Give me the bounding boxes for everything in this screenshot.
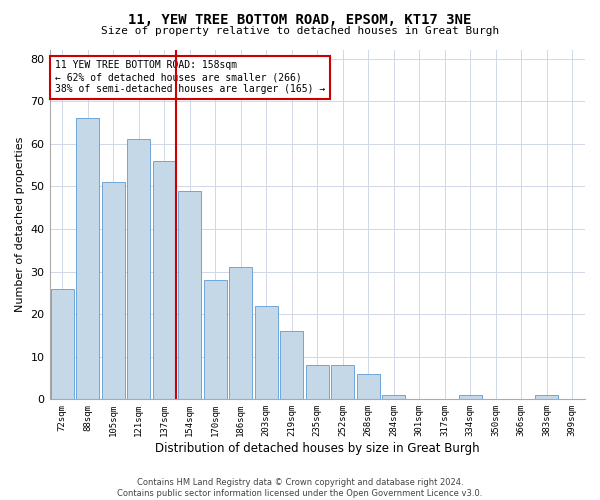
Bar [535,395,558,400]
Bar [76,118,99,400]
Bar [178,190,201,400]
Bar [331,366,354,400]
Bar [204,280,227,400]
Bar [382,395,405,400]
Bar [459,395,482,400]
Bar [280,331,303,400]
Y-axis label: Number of detached properties: Number of detached properties [15,137,25,312]
Bar [51,288,74,400]
Bar [127,140,150,400]
Bar [102,182,125,400]
Text: Size of property relative to detached houses in Great Burgh: Size of property relative to detached ho… [101,26,499,36]
Text: Contains HM Land Registry data © Crown copyright and database right 2024.
Contai: Contains HM Land Registry data © Crown c… [118,478,482,498]
Bar [153,161,176,400]
Bar [306,366,329,400]
Text: 11 YEW TREE BOTTOM ROAD: 158sqm
← 62% of detached houses are smaller (266)
38% o: 11 YEW TREE BOTTOM ROAD: 158sqm ← 62% of… [55,60,325,94]
Bar [357,374,380,400]
Text: 11, YEW TREE BOTTOM ROAD, EPSOM, KT17 3NE: 11, YEW TREE BOTTOM ROAD, EPSOM, KT17 3N… [128,12,472,26]
X-axis label: Distribution of detached houses by size in Great Burgh: Distribution of detached houses by size … [155,442,479,455]
Bar [255,306,278,400]
Bar [229,268,252,400]
